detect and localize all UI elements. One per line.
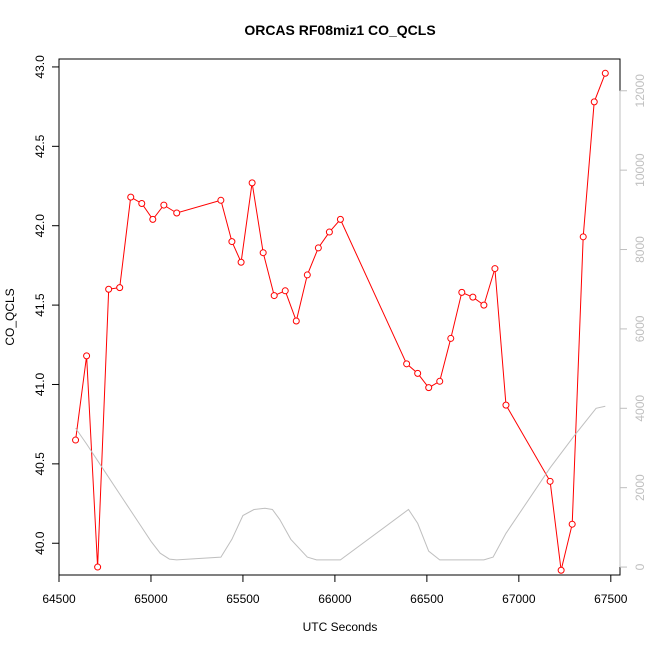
data-point (72, 436, 80, 444)
data-point (217, 196, 225, 204)
data-point (83, 352, 91, 360)
data-point (480, 301, 488, 309)
data-point (425, 384, 433, 392)
data-point (314, 244, 322, 252)
y2-tick-label: 4000 (633, 395, 647, 422)
data-point (579, 233, 587, 241)
y-tick-label: 40.0 (33, 531, 47, 555)
data-point (325, 228, 333, 236)
data-point (601, 69, 609, 77)
data-point (458, 288, 466, 296)
data-point (228, 238, 236, 246)
data-point (403, 360, 411, 368)
data-point (173, 209, 181, 217)
data-point (259, 249, 267, 257)
secondary-y-axis: 0 2000 4000 6000 8000 10000 12000 (619, 74, 647, 570)
y-axis-label: CO_QCLS (3, 288, 17, 345)
data-point (160, 201, 168, 209)
data-point (568, 520, 576, 528)
data-point (281, 287, 289, 295)
data-point (491, 265, 499, 273)
data-point (436, 377, 444, 385)
data-point (590, 98, 598, 106)
chart-title: ORCAS RF08miz1 CO_QCLS (244, 22, 435, 38)
x-tick-label: 67500 (594, 592, 628, 606)
x-tick-label: 65000 (134, 592, 168, 606)
x-axis: 64500 65000 65500 66000 66500 67000 67500 (42, 574, 628, 606)
series-line (75, 73, 606, 571)
y2-tick-label: 8000 (633, 236, 647, 263)
data-point (94, 563, 102, 571)
x-tick-label: 66000 (318, 592, 352, 606)
data-point (105, 285, 113, 293)
y-tick-label: 43.0 (33, 55, 47, 79)
x-tick-label: 67000 (502, 592, 536, 606)
y-tick-label: 42.0 (33, 214, 47, 238)
y-tick-label: 41.5 (33, 293, 47, 317)
secondary-series-line (75, 405, 606, 561)
data-point (414, 369, 422, 377)
data-point (447, 334, 455, 342)
x-tick-label: 65500 (226, 592, 260, 606)
data-point (248, 179, 256, 187)
data-point (127, 193, 135, 201)
series-layer (72, 69, 609, 574)
data-point (557, 566, 565, 574)
y2-tick-label: 0 (633, 563, 647, 570)
data-point (237, 258, 245, 266)
y-tick-label: 42.5 (33, 134, 47, 158)
y-axis: 40.0 40.5 41.0 41.5 42.0 42.5 43.0 (33, 55, 60, 555)
data-point (138, 199, 146, 207)
plot-frame (58, 58, 621, 576)
data-point (292, 317, 300, 325)
data-point (502, 401, 510, 409)
data-point (149, 215, 157, 223)
data-point (336, 215, 344, 223)
y2-tick-label: 12000 (633, 74, 647, 108)
data-point (469, 293, 477, 301)
x-axis-label: UTC Seconds (303, 620, 378, 634)
y2-tick-label: 10000 (633, 153, 647, 187)
data-point (270, 292, 278, 300)
y-tick-label: 41.0 (33, 372, 47, 396)
y2-tick-label: 2000 (633, 474, 647, 501)
data-point (546, 477, 554, 485)
y2-tick-label: 6000 (633, 315, 647, 342)
y-tick-label: 40.5 (33, 452, 47, 476)
x-tick-label: 64500 (42, 592, 76, 606)
x-tick-label: 66500 (410, 592, 444, 606)
data-point (303, 271, 311, 279)
data-point (116, 284, 124, 292)
